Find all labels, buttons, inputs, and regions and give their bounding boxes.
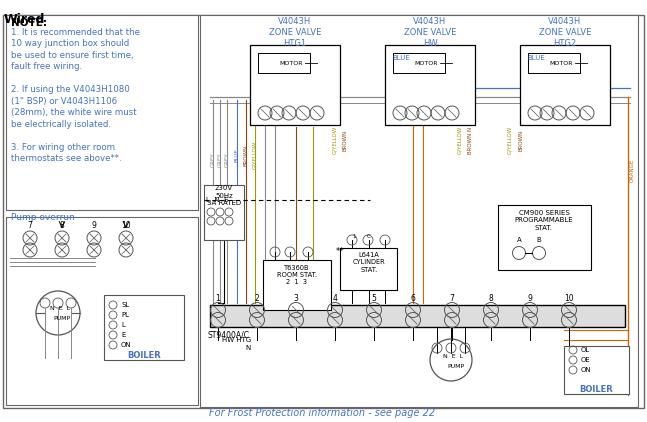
Bar <box>200 15 638 407</box>
Text: PL: PL <box>121 312 129 318</box>
Text: V4043H
ZONE VALVE
HTG2: V4043H ZONE VALVE HTG2 <box>539 17 591 48</box>
Text: BROWN: BROWN <box>243 144 248 165</box>
Text: 1: 1 <box>215 294 221 303</box>
Text: PUMP: PUMP <box>447 363 464 368</box>
Text: BOILER: BOILER <box>579 385 613 394</box>
Text: ORANGE: ORANGE <box>630 158 635 181</box>
Bar <box>520 45 610 125</box>
Text: N: N <box>245 345 250 351</box>
Text: G/YELLOW: G/YELLOW <box>457 126 463 154</box>
Text: PUMP: PUMP <box>53 316 70 322</box>
Text: GREY: GREY <box>210 153 215 167</box>
Bar <box>250 45 340 125</box>
Text: BROWN N: BROWN N <box>468 127 474 154</box>
Bar <box>498 205 591 270</box>
Text: BOILER: BOILER <box>127 351 161 360</box>
Text: MOTOR: MOTOR <box>414 60 438 65</box>
Text: ON: ON <box>581 367 591 373</box>
Bar <box>564 346 629 394</box>
Text: G/YELLOW: G/YELLOW <box>507 126 512 154</box>
Text: For Frost Protection information - see page 22: For Frost Protection information - see p… <box>209 408 435 418</box>
Text: MOTOR: MOTOR <box>549 60 573 65</box>
Text: BLUE: BLUE <box>527 55 545 61</box>
Text: BROWN: BROWN <box>342 130 347 151</box>
Text: CM900 SERIES
PROGRAMMABLE
STAT.: CM900 SERIES PROGRAMMABLE STAT. <box>514 210 573 230</box>
Text: T6360B
ROOM STAT.
2  1  3: T6360B ROOM STAT. 2 1 3 <box>277 265 317 286</box>
Text: G/YELLOW: G/YELLOW <box>252 141 258 169</box>
Text: **: ** <box>336 247 344 256</box>
Bar <box>258 53 310 73</box>
Text: L641A
CYLINDER
STAT.: L641A CYLINDER STAT. <box>353 252 386 273</box>
Text: A: A <box>516 237 521 243</box>
Bar <box>385 45 475 125</box>
Text: SL: SL <box>121 302 129 308</box>
Text: OE: OE <box>581 357 591 363</box>
Text: L: L <box>121 322 125 328</box>
Text: 10: 10 <box>564 294 574 303</box>
Text: N  E  L: N E L <box>50 306 70 311</box>
Bar <box>263 260 331 310</box>
Bar <box>340 248 397 290</box>
Text: OL: OL <box>581 347 590 353</box>
Text: 8: 8 <box>60 221 64 230</box>
Text: 1. It is recommended that the
10 way junction box should
be used to ensure first: 1. It is recommended that the 10 way jun… <box>11 28 140 163</box>
Text: 4: 4 <box>333 294 338 303</box>
Text: 6: 6 <box>411 294 415 303</box>
Text: 5: 5 <box>371 294 377 303</box>
Text: N  E  L: N E L <box>443 354 463 359</box>
Text: GREY: GREY <box>225 153 230 167</box>
Text: C: C <box>367 234 371 239</box>
Text: 9: 9 <box>527 294 532 303</box>
Text: 230V
50Hz
3A RATED: 230V 50Hz 3A RATED <box>207 185 241 206</box>
Text: L  N  E: L N E <box>206 197 228 203</box>
Bar <box>104 295 184 360</box>
Text: 1: 1 <box>352 234 356 239</box>
Text: B: B <box>536 237 542 243</box>
Text: NOTE:: NOTE: <box>11 18 47 28</box>
Text: 9: 9 <box>92 221 96 230</box>
Text: V4043H
ZONE VALVE
HW: V4043H ZONE VALVE HW <box>404 17 456 48</box>
Text: 7: 7 <box>450 294 454 303</box>
Text: ST9400A/C: ST9400A/C <box>207 330 249 339</box>
Text: 10: 10 <box>121 221 131 230</box>
Text: 7: 7 <box>28 221 32 230</box>
Text: BROWN: BROWN <box>518 130 523 151</box>
Bar <box>393 53 445 73</box>
Text: MOTOR: MOTOR <box>280 60 303 65</box>
Text: G/YELLOW: G/YELLOW <box>333 126 338 154</box>
Text: HW HTG: HW HTG <box>222 337 251 343</box>
Text: GREY: GREY <box>217 153 223 167</box>
Text: E: E <box>121 332 126 338</box>
Bar <box>6 15 198 210</box>
Text: 2: 2 <box>255 294 259 303</box>
Text: 8: 8 <box>488 294 494 303</box>
Text: 3: 3 <box>294 294 298 303</box>
Text: V4043H
ZONE VALVE
HTG1: V4043H ZONE VALVE HTG1 <box>269 17 321 48</box>
Bar <box>528 53 580 73</box>
Text: BLUE: BLUE <box>234 148 239 162</box>
Text: BLUE: BLUE <box>392 55 410 61</box>
Text: Wired: Wired <box>4 13 45 26</box>
Bar <box>204 185 244 240</box>
Bar <box>6 217 198 405</box>
Text: ON: ON <box>121 342 131 348</box>
Bar <box>210 305 625 327</box>
Text: Pump overrun: Pump overrun <box>11 213 75 222</box>
